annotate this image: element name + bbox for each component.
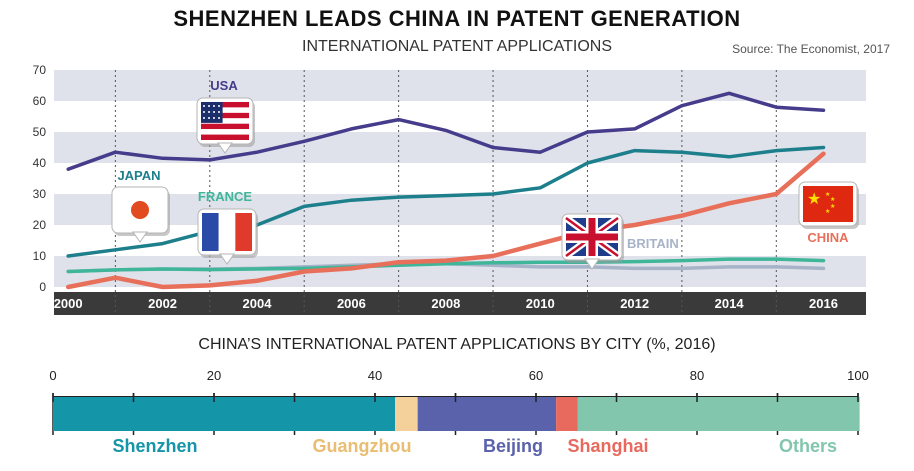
y-tick-label: 30 bbox=[33, 187, 47, 201]
x-tick-label: 2010 bbox=[526, 296, 555, 311]
series-line-france bbox=[66, 257, 826, 274]
uk-flag-icon bbox=[561, 213, 624, 270]
y-tick-label: 60 bbox=[33, 94, 47, 108]
y-tick-label: 50 bbox=[33, 125, 47, 139]
svg-text:★: ★ bbox=[830, 196, 835, 203]
bar-tick-label: 0 bbox=[49, 368, 56, 383]
bar-segment-beijing bbox=[417, 397, 557, 431]
series-label-britain: BRITAIN bbox=[627, 236, 679, 251]
chart-subtitle: INTERNATIONAL PATENT APPLICATIONS bbox=[302, 38, 612, 55]
source-note: Source: The Economist, 2017 bbox=[732, 42, 890, 56]
bar-tick-label: 40 bbox=[368, 368, 382, 383]
chart-title: SHENZHEN LEADS CHINA IN PATENT GENERATIO… bbox=[173, 6, 741, 31]
y-tick-label: 40 bbox=[33, 156, 47, 170]
japan-flag-icon bbox=[111, 186, 170, 243]
x-tick-label: 2000 bbox=[54, 296, 83, 311]
grid-band bbox=[54, 194, 866, 225]
series-label-usa: USA bbox=[210, 78, 238, 93]
x-tick-label: 2004 bbox=[243, 296, 273, 311]
bar-tick-label: 100 bbox=[847, 368, 869, 383]
callout-tail bbox=[219, 253, 235, 265]
bar-segment-guangzhou bbox=[395, 397, 418, 431]
series-label-china: CHINA bbox=[807, 230, 849, 245]
series-line-japan bbox=[66, 145, 826, 258]
bar-tick-label: 80 bbox=[690, 368, 704, 383]
series-label-france: FRANCE bbox=[198, 189, 252, 204]
bar-tick-label: 60 bbox=[529, 368, 543, 383]
series-line-china bbox=[65, 151, 826, 290]
x-tick-label: 2006 bbox=[337, 296, 366, 311]
series-label-japan: JAPAN bbox=[117, 168, 160, 183]
svg-text:★: ★ bbox=[807, 189, 821, 208]
x-tick-label: 2012 bbox=[620, 296, 649, 311]
bar-chart-title: CHINA’S INTERNATIONAL PATENT APPLICATION… bbox=[198, 336, 716, 353]
grid-band bbox=[54, 70, 866, 101]
x-tick-label: 2002 bbox=[148, 296, 177, 311]
bar-segment-others bbox=[577, 397, 860, 431]
callout-tail bbox=[217, 142, 233, 154]
france-flag-icon bbox=[197, 208, 258, 265]
y-tick-label: 20 bbox=[33, 218, 47, 232]
y-tick-label: 10 bbox=[33, 249, 47, 263]
bar-segment-shenzhen bbox=[53, 397, 396, 431]
city-label-guangzhou: Guangzhou bbox=[313, 436, 412, 456]
city-label-shenzhen: Shenzhen bbox=[112, 436, 197, 456]
us-flag-icon bbox=[196, 97, 255, 154]
city-label-shanghai: Shanghai bbox=[567, 436, 648, 456]
svg-text:★: ★ bbox=[825, 191, 830, 198]
y-tick-label: 0 bbox=[39, 280, 46, 294]
callout-tail bbox=[132, 231, 148, 243]
y-tick-label: 70 bbox=[33, 63, 47, 77]
city-label-others: Others bbox=[779, 436, 837, 456]
bar-tick-label: 20 bbox=[207, 368, 221, 383]
x-tick-label: 2008 bbox=[431, 296, 460, 311]
callout-tail bbox=[584, 258, 600, 270]
x-tick-label: 2016 bbox=[809, 296, 838, 311]
series-line-usa bbox=[66, 91, 826, 171]
city-label-beijing: Beijing bbox=[483, 436, 543, 456]
bar-segment-shanghai bbox=[556, 397, 578, 431]
x-tick-label: 2014 bbox=[715, 296, 745, 311]
svg-text:★: ★ bbox=[825, 208, 830, 215]
x-axis-band bbox=[54, 292, 866, 315]
svg-text:★: ★ bbox=[830, 203, 835, 210]
china-flag-icon: ★ ★★★★ bbox=[798, 181, 859, 229]
